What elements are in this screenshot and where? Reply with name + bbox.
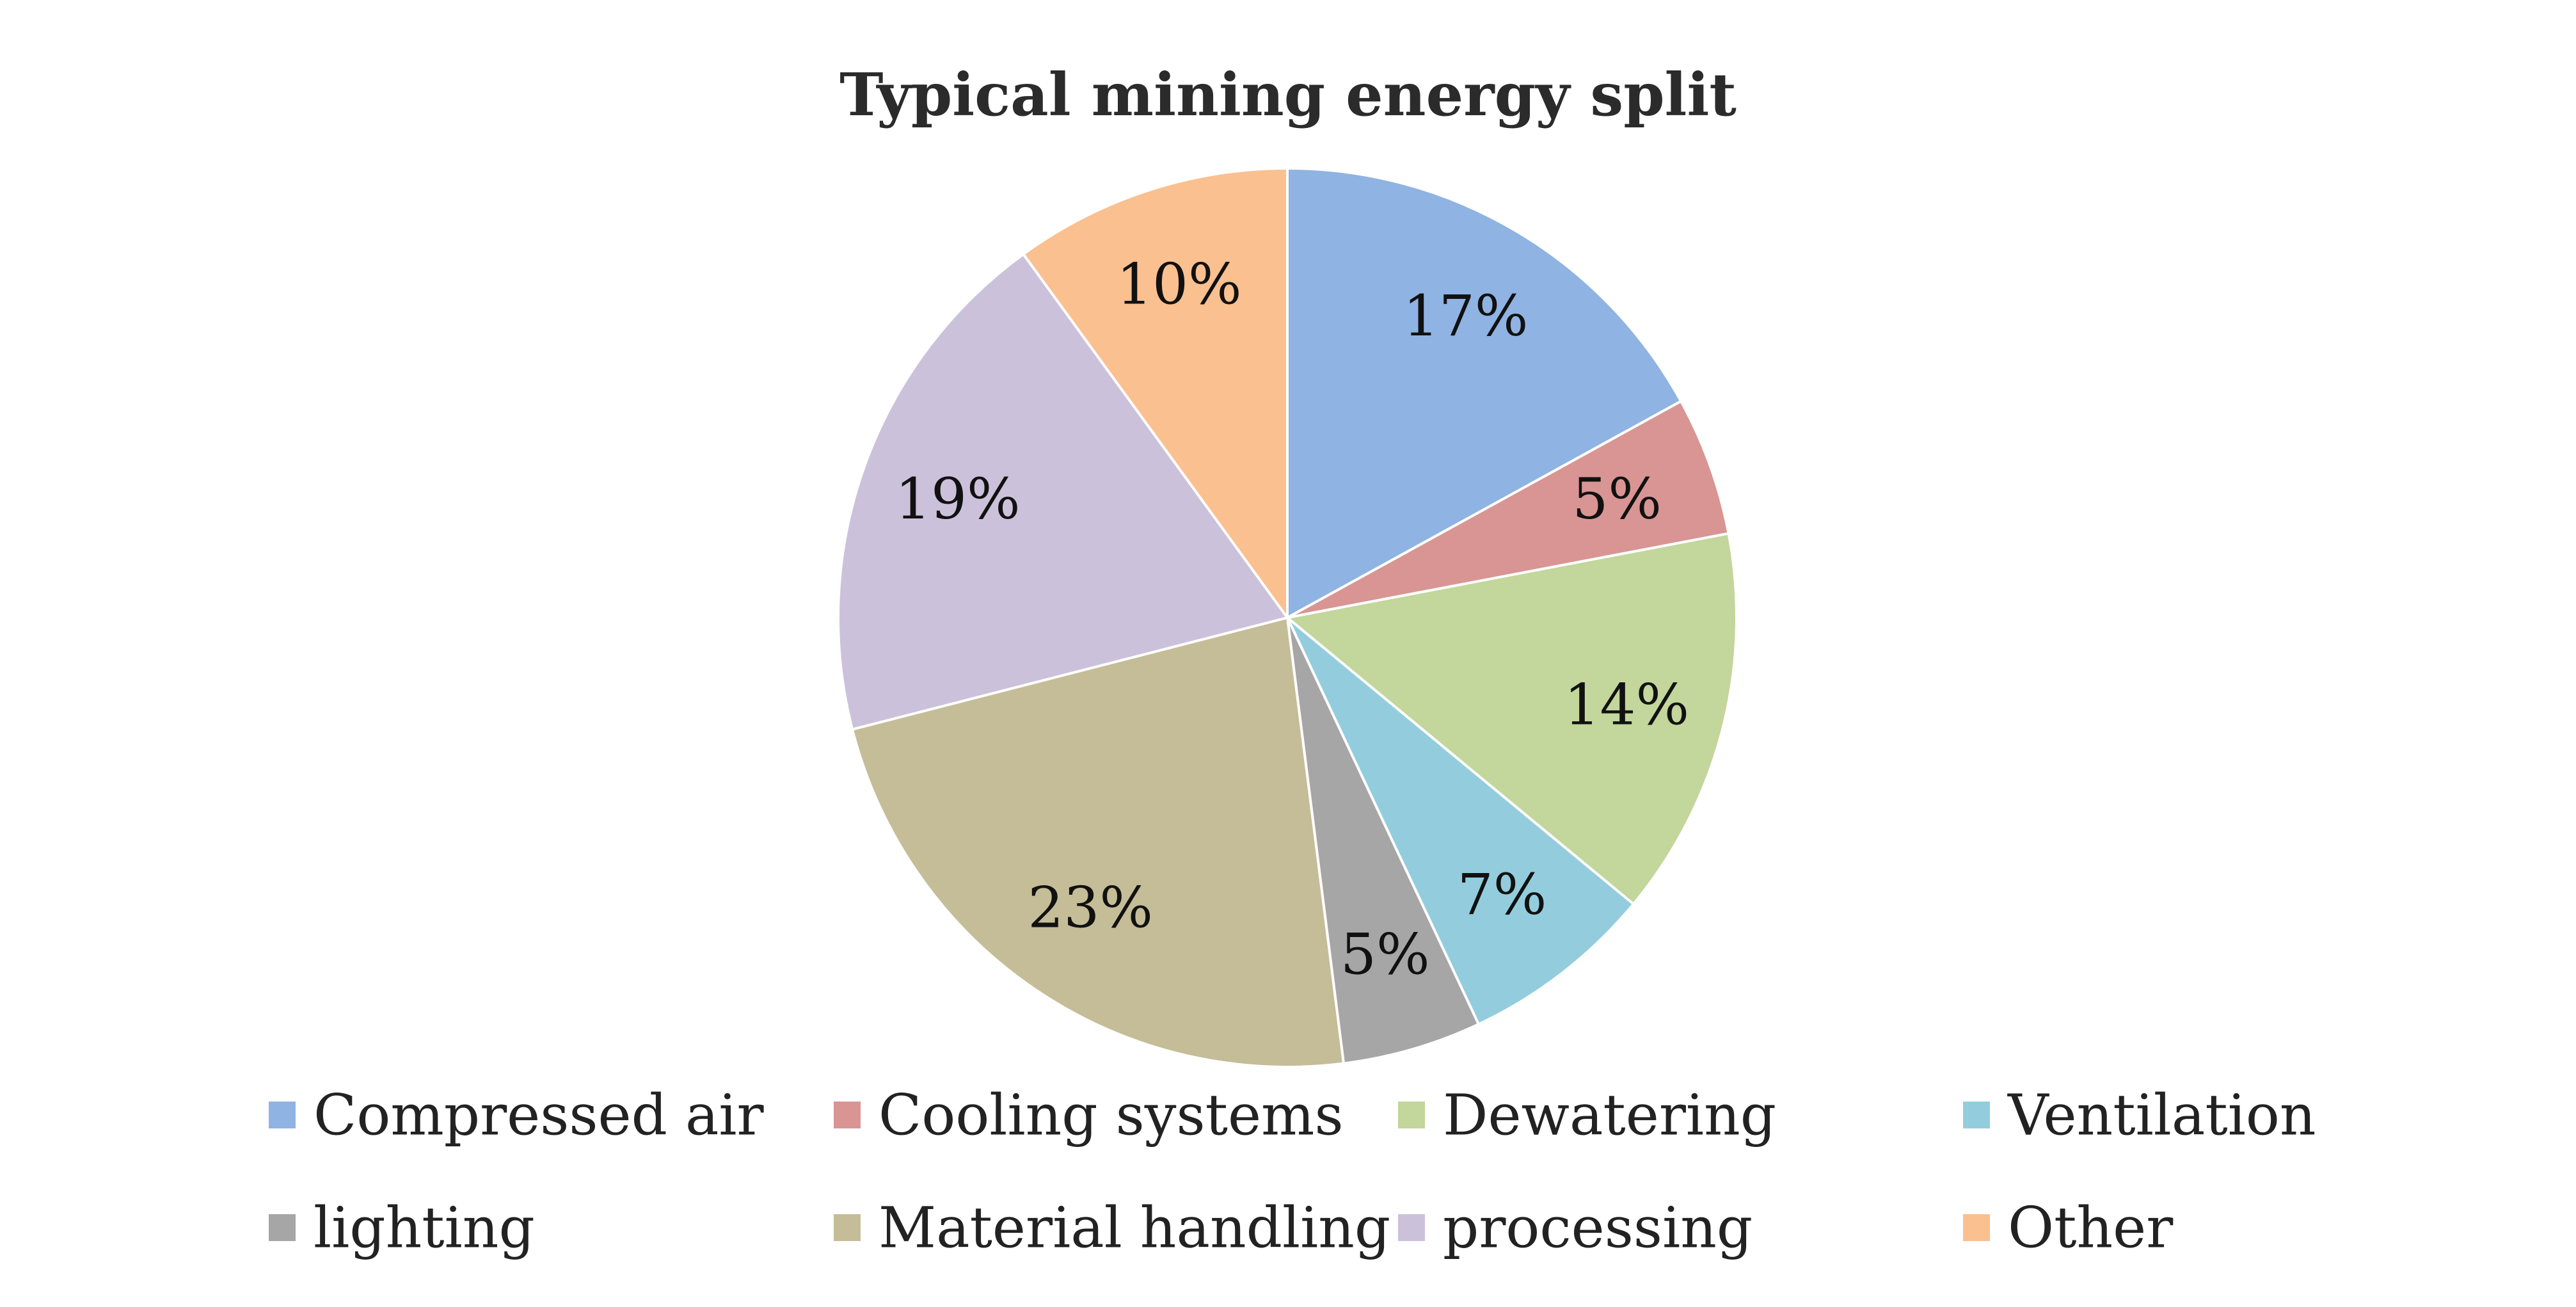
legend-item-other: Other — [1963, 1195, 2174, 1261]
legend-swatch-lighting — [269, 1214, 296, 1241]
slice-label-lighting: 5% — [1340, 921, 1430, 987]
slice-label-processing: 19% — [895, 466, 1021, 532]
slice-label-ventilation: 7% — [1458, 862, 1547, 927]
legend-item-ventilation: Ventilation — [1963, 1082, 2316, 1148]
pie-slice-lighting — [1286, 616, 1480, 1065]
legend-item-processing: processing — [1398, 1195, 1753, 1261]
slice-label-material-handling: 23% — [1028, 874, 1153, 940]
legend-label-lighting: lighting — [314, 1195, 535, 1261]
slice-label-dewatering: 14% — [1564, 672, 1690, 738]
slice-label-cooling-systems: 5% — [1572, 466, 1662, 532]
legend-swatch-compressed-air — [269, 1102, 296, 1128]
pie-slice-compressed-air — [1286, 167, 1683, 619]
pie-slice-cooling-systems — [1286, 399, 1730, 619]
legend-swatch-ventilation — [1963, 1102, 1990, 1128]
legend-item-dewatering: Dewatering — [1398, 1082, 1776, 1148]
pie-slice-processing — [836, 253, 1289, 731]
legend-swatch-dewatering — [1398, 1102, 1425, 1128]
legend-label-material-handling: Material handling — [879, 1195, 1390, 1261]
legend-label-cooling-systems: Cooling systems — [879, 1082, 1344, 1148]
legend-item-compressed-air: Compressed air — [269, 1082, 765, 1148]
slice-label-compressed-air: 17% — [1403, 283, 1529, 349]
slice-label-other: 10% — [1117, 252, 1242, 317]
legend-label-other: Other — [2008, 1195, 2174, 1261]
legend-item-cooling-systems: Cooling systems — [834, 1082, 1344, 1148]
legend-label-compressed-air: Compressed air — [314, 1082, 765, 1148]
legend-item-material-handling: Material handling — [834, 1195, 1390, 1261]
legend-label-processing: processing — [1443, 1195, 1753, 1261]
legend-swatch-cooling-systems — [834, 1102, 861, 1128]
slice-labels: 17% 5% 14% 7% 5% 23% 19% 10% — [895, 252, 1689, 988]
legend-swatch-processing — [1398, 1214, 1425, 1241]
legend-item-lighting: lighting — [269, 1195, 535, 1261]
legend-label-dewatering: Dewatering — [1443, 1082, 1776, 1148]
legend-swatch-material-handling — [834, 1214, 861, 1241]
pie-slice-material-handling — [851, 616, 1345, 1068]
pie-slice-other — [1022, 167, 1289, 619]
legend: Compressed air Cooling systems Dewatering V… — [269, 1082, 2316, 1261]
chart-title: Typical mining energy split — [839, 60, 1737, 129]
legend-swatch-other — [1963, 1214, 1990, 1241]
pie-slices — [836, 167, 1738, 1068]
pie-slice-ventilation — [1286, 616, 1635, 1026]
legend-label-ventilation: Ventilation — [2007, 1082, 2316, 1148]
pie-slice-dewatering — [1286, 532, 1738, 906]
